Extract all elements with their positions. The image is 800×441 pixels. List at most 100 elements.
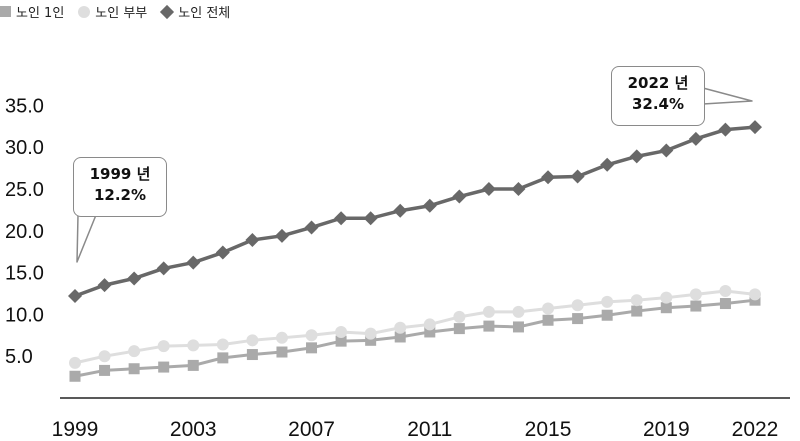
- data-point-square: [99, 364, 111, 376]
- data-point-diamond: [629, 149, 644, 164]
- data-point-diamond: [393, 203, 408, 218]
- data-point-square: [394, 331, 406, 343]
- data-point-diamond: [659, 143, 674, 158]
- data-point-circle: [660, 291, 673, 304]
- data-point-square: [246, 349, 258, 361]
- data-point-circle: [423, 318, 436, 331]
- data-point-circle: [364, 327, 377, 340]
- data-point-circle: [69, 356, 81, 369]
- callout-end-pointer: [702, 87, 753, 105]
- data-point-square: [276, 346, 288, 358]
- data-point-square: [69, 370, 81, 382]
- data-point-diamond: [570, 169, 585, 184]
- data-point-circle: [305, 329, 318, 342]
- x-tick-label: 2015: [525, 418, 572, 441]
- data-point-square: [512, 321, 524, 333]
- square-marker-icon: [0, 6, 11, 17]
- data-point-diamond: [304, 220, 319, 235]
- callout-end-value: 32.4%: [631, 95, 685, 113]
- data-point-diamond: [363, 211, 378, 226]
- data-point-diamond: [600, 157, 615, 172]
- data-point-diamond: [68, 289, 82, 304]
- data-point-circle: [128, 345, 141, 358]
- data-point-circle: [98, 350, 111, 363]
- data-point-diamond: [748, 120, 762, 135]
- y-tick-label: 20.0: [5, 221, 44, 243]
- data-point-square: [660, 302, 672, 314]
- data-point-square: [217, 352, 229, 364]
- legend-label-single: 노인 1인: [16, 6, 65, 21]
- callout-end: 2022 년 32.4%: [611, 66, 705, 126]
- data-point-circle: [335, 325, 348, 338]
- data-point-circle: [157, 340, 170, 353]
- data-point-square: [187, 359, 199, 371]
- x-tick-label: 1999: [52, 418, 99, 441]
- data-point-diamond: [541, 170, 556, 185]
- y-tick-label: 5.0: [5, 346, 33, 368]
- data-point-circle: [394, 321, 407, 334]
- data-point-circle: [187, 339, 200, 352]
- data-point-square: [158, 361, 170, 373]
- legend-label-couple: 노인 부부: [95, 6, 148, 21]
- data-point-square: [335, 335, 347, 347]
- y-tick-label: 15.0: [5, 263, 44, 285]
- data-point-diamond: [245, 232, 260, 247]
- data-point-diamond: [481, 182, 496, 196]
- data-point-diamond: [215, 245, 230, 260]
- x-tick-label: 2003: [170, 418, 217, 441]
- data-point-diamond: [274, 228, 289, 243]
- data-point-diamond: [688, 131, 703, 146]
- x-tick-label: 2022: [732, 418, 779, 441]
- data-point-diamond: [186, 255, 201, 270]
- legend-item-total: 노인 전체: [160, 2, 231, 21]
- callout-start: 1999 년 12.2%: [73, 157, 167, 217]
- circle-marker-icon: [78, 5, 91, 18]
- data-point-square: [453, 323, 465, 335]
- callout-end-year: 2022 년: [627, 74, 689, 92]
- data-point-circle: [275, 331, 288, 344]
- data-point-square: [365, 334, 377, 346]
- legend-item-single: 노인 1인: [0, 2, 64, 21]
- data-point-square: [601, 309, 613, 321]
- y-tick-label: 25.0: [5, 179, 44, 201]
- legend: 노인 1인 노인 부부 노인 전체: [0, 2, 244, 21]
- data-point-circle: [512, 305, 525, 318]
- data-point-square: [128, 363, 140, 375]
- data-point-diamond: [334, 211, 349, 226]
- series-line-diamond: [74, 125, 756, 298]
- data-point-diamond: [422, 198, 437, 213]
- data-point-diamond: [97, 278, 112, 293]
- y-tick-label: 30.0: [5, 137, 44, 159]
- callout-start-year: 1999 년: [89, 165, 151, 183]
- data-point-circle: [216, 338, 229, 351]
- data-point-square: [719, 298, 731, 310]
- data-point-square: [483, 320, 495, 332]
- data-point-square: [424, 326, 436, 338]
- data-point-circle: [719, 284, 732, 297]
- data-point-circle: [689, 288, 702, 301]
- legend-label-total: 노인 전체: [178, 6, 231, 21]
- data-point-circle: [630, 294, 643, 307]
- data-point-circle: [453, 310, 466, 323]
- data-point-circle: [246, 334, 259, 347]
- data-point-circle: [571, 299, 584, 312]
- x-tick-label: 2007: [288, 418, 335, 441]
- data-point-diamond: [452, 189, 467, 204]
- data-point-square: [690, 300, 702, 312]
- data-point-circle: [542, 302, 555, 315]
- data-point-circle: [601, 295, 614, 308]
- data-point-square: [306, 342, 318, 354]
- data-point-circle: [749, 288, 761, 301]
- legend-item-couple: 노인 부부: [78, 2, 147, 21]
- series-line-circle: [74, 289, 756, 365]
- series-line-square: [74, 298, 756, 378]
- data-point-diamond: [718, 122, 733, 137]
- data-point-diamond: [156, 261, 171, 276]
- callout-start-value: 12.2%: [93, 186, 147, 204]
- data-point-square: [542, 314, 554, 326]
- y-tick-label: 35.0: [5, 95, 44, 117]
- data-point-square: [631, 305, 643, 317]
- x-tick-label: 2019: [643, 418, 690, 441]
- data-point-square: [572, 313, 584, 325]
